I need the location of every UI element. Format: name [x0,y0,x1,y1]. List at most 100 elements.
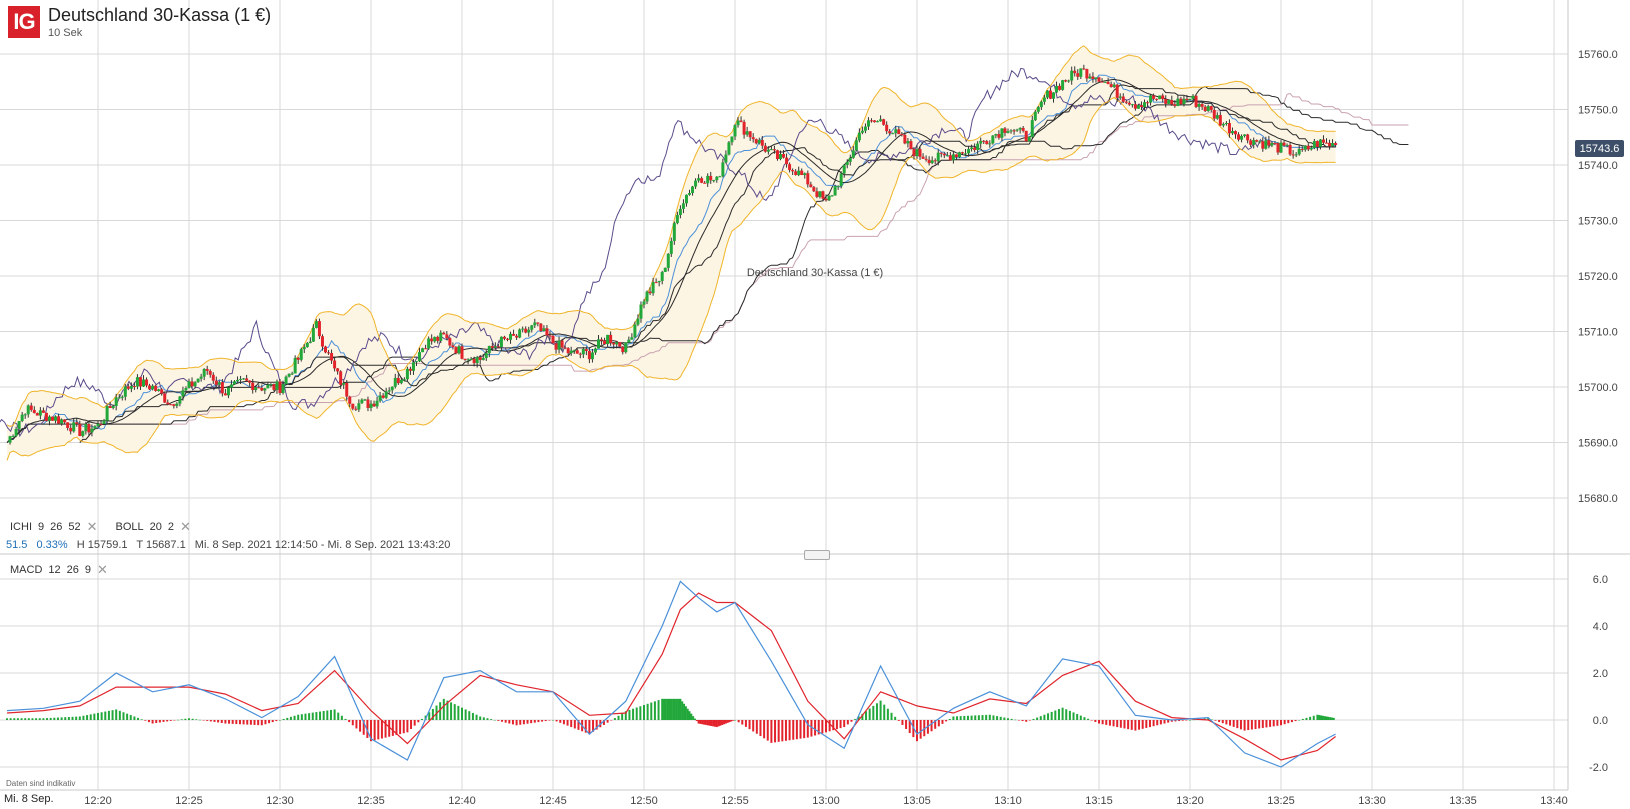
candle [1246,133,1250,144]
macd-histogram-bar [1185,720,1188,721]
macd-histogram-bar [726,720,729,723]
candle [117,394,121,399]
watermark-text: Deutschland 30-Kassa (1 €) [747,267,883,279]
candle-body [305,342,309,348]
remove-macd-icon[interactable]: ✕ [97,562,108,577]
candle-body [354,408,358,410]
candle-body [988,143,992,145]
candle [223,388,227,396]
macd-histogram-bar [260,720,263,726]
candle [809,181,813,188]
candle [1155,98,1159,102]
candle [973,143,977,153]
candles [8,64,1338,445]
candle [1164,95,1168,108]
candle-body [539,323,543,331]
macd-histogram-bar [268,720,271,724]
macd-histogram-bar [948,718,951,720]
candle [348,395,352,408]
macd-histogram-bar [209,720,212,722]
candle [860,126,864,135]
candle-body [51,416,54,421]
candle [1252,137,1256,149]
candle [1139,101,1143,111]
instrument-title[interactable]: Deutschland 30-Kassa (1 €) [48,5,272,25]
candle-body [706,175,710,184]
candle-body [493,346,497,348]
candle [457,344,461,355]
candle [375,396,379,409]
candle-body [187,381,191,388]
remove-boll-icon[interactable]: ✕ [180,519,191,534]
candle [915,144,919,159]
candle [633,321,637,339]
candle [1170,95,1174,106]
macd-histogram-bar [781,720,784,742]
interval-label[interactable]: 10 Sek [48,27,83,39]
macd-histogram-bar [133,716,136,720]
macd-histogram-bar [384,720,387,738]
candle-body [1085,69,1089,79]
candle-body [457,346,461,354]
candle-body [572,350,576,352]
macd-histogram-bar [304,713,307,720]
macd-histogram-bar [945,720,948,722]
candle-body [239,378,243,380]
macd-histogram-bar [617,715,620,720]
candle-body [818,191,822,197]
low-value: T 15687.1 [136,539,186,551]
candle [433,336,437,343]
candle-body [970,147,974,150]
candle [93,425,97,430]
candle [1285,143,1289,148]
macd-histogram-bar [966,715,969,720]
candle [1234,130,1237,139]
candle-body [320,336,324,347]
candle [472,356,476,367]
macd-histogram-bar [741,720,744,725]
current-price-tag: 15743.6 [1575,140,1624,157]
time-axis-label: 12:45 [539,795,567,807]
macd-histogram-bar [31,718,34,720]
macd-histogram-bar [799,720,802,739]
candle [102,418,106,426]
macd-histogram-bar [610,720,613,721]
candle [1306,143,1310,152]
candle [90,424,94,437]
macd-histogram-bar [970,715,973,720]
candle [791,168,795,175]
candle-body [1155,98,1159,100]
candle [1270,141,1274,148]
candle [430,334,434,345]
pane-resize-handle[interactable] [804,550,830,560]
candle-body [311,327,315,342]
candle [208,369,212,378]
candle [451,342,455,350]
candle [851,146,855,159]
candle [584,346,588,356]
candle-body [1164,99,1168,104]
candle-body [542,328,546,331]
macd-histogram-bar [1290,720,1293,723]
indicator-boll[interactable]: BOLL 20 2 ✕ [112,519,197,535]
candle-body [857,132,861,141]
candle-body [982,140,986,142]
macd-histogram-bar [1269,720,1272,727]
candle [190,377,194,389]
macd-histogram-bar [1321,715,1324,720]
macd-histogram-bar [413,720,416,726]
candle [181,386,185,401]
candle [782,149,786,159]
macd-histogram-bar [1323,716,1326,720]
candle [487,345,491,358]
remove-ichi-icon[interactable]: ✕ [86,519,98,534]
indicator-ichi[interactable]: ICHI 9 26 52 ✕ [6,519,104,535]
candle-body [1045,90,1049,98]
candle [1127,100,1131,106]
indicator-macd[interactable]: MACD 12 26 9 ✕ [6,562,114,578]
candle [132,382,136,390]
candle [697,174,701,183]
macd-histogram-bar [173,720,176,721]
candle-body [1182,98,1186,105]
